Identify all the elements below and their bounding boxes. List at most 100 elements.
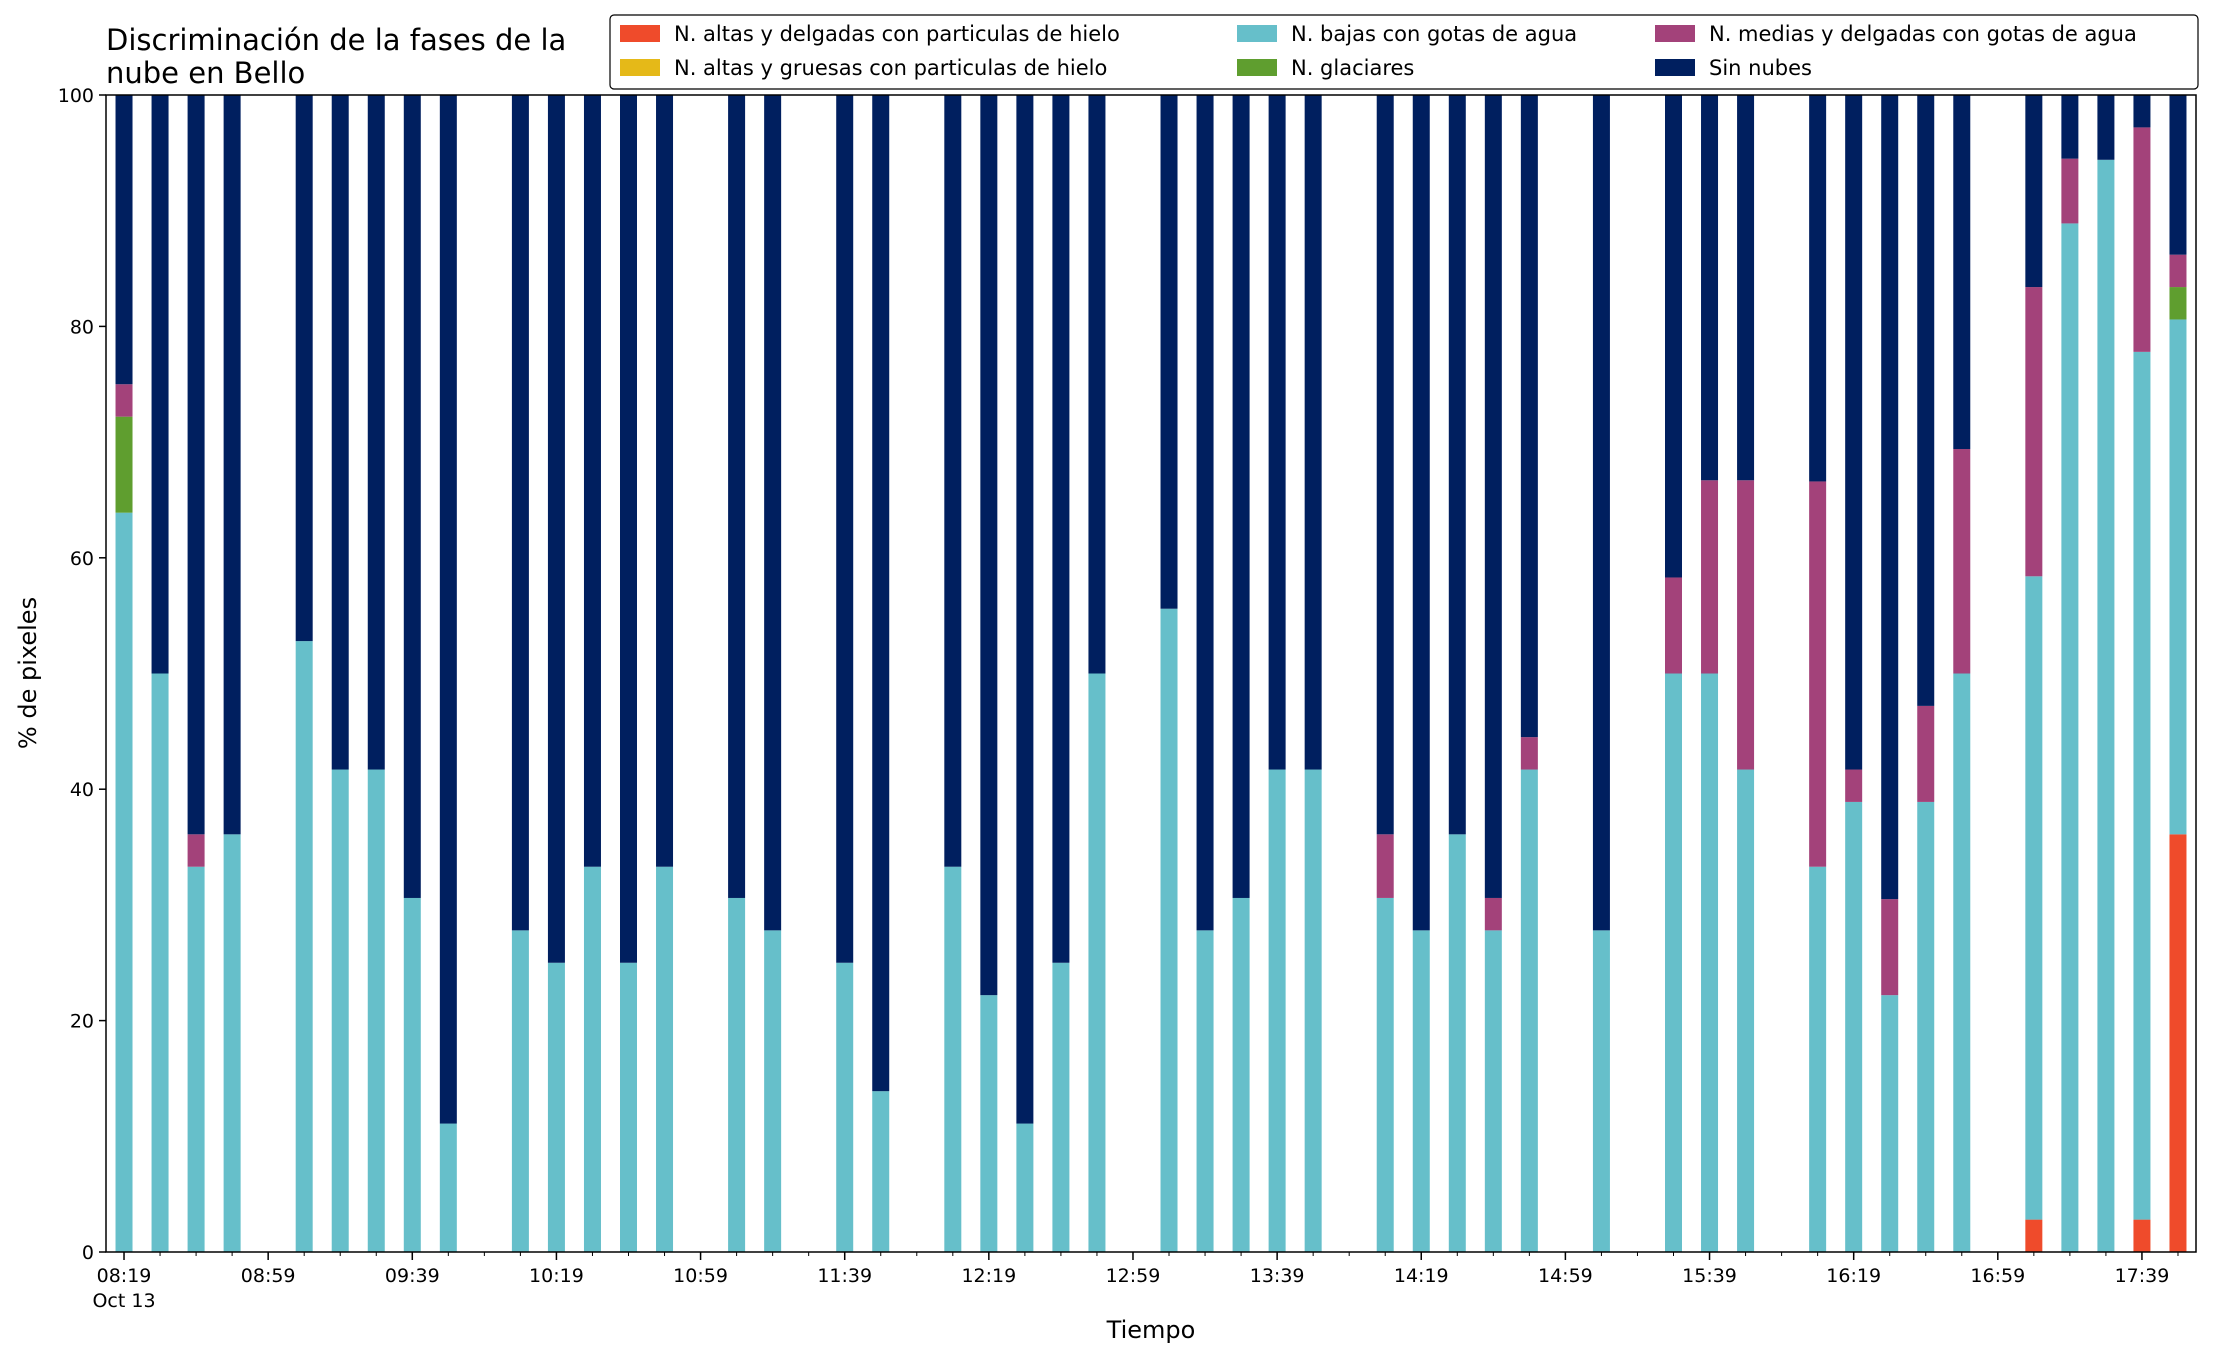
bar-segment <box>1737 95 1755 481</box>
bar-segment <box>1845 801 1863 1252</box>
bar-stack <box>1592 95 1610 1252</box>
bar-segment <box>2061 95 2079 159</box>
bar-segment <box>439 1123 457 1252</box>
bar-stack <box>511 95 529 1252</box>
bar-segment <box>620 962 637 1252</box>
bar-segment <box>1665 577 1682 674</box>
bar-stack <box>620 95 637 1252</box>
bar-segment <box>944 95 962 867</box>
bar-stack <box>1376 95 1394 1252</box>
y-tick-label: 0 <box>82 1242 94 1264</box>
legend-swatch <box>620 25 660 42</box>
bar-stack <box>1665 95 1682 1252</box>
legend-swatch <box>1655 59 1695 76</box>
bar-stack <box>836 95 854 1252</box>
bar-segment <box>1484 930 1502 1252</box>
bar-segment <box>439 95 457 1124</box>
bar-segment <box>944 866 962 1252</box>
bar-segment <box>1845 769 1863 802</box>
legend-swatch <box>1237 25 1277 42</box>
bar-stack <box>439 95 457 1252</box>
bar-segment <box>1448 834 1466 1252</box>
bar-segment <box>1809 481 1827 867</box>
x-tick-label: 16:59 <box>1970 1265 2025 1287</box>
ticks-layer: 0 20 40 60 80 100 08:19 Oct 13 08:59 09:39 10:19 10… <box>58 85 2179 1312</box>
bar-stack <box>1737 95 1755 1252</box>
bar-segment <box>367 95 385 770</box>
legend-label: N. glaciares <box>1291 56 1414 80</box>
bar-segment <box>2097 159 2115 1252</box>
bar-segment <box>1520 769 1538 1252</box>
bar-segment <box>1917 801 1935 1252</box>
x-tick-label: 16:19 <box>1826 1265 1881 1287</box>
bar-stack <box>1412 95 1430 1252</box>
bar-segment <box>403 897 421 1252</box>
bar-stack <box>367 95 385 1252</box>
bar-segment <box>1376 834 1394 898</box>
y-tick-label: 60 <box>70 548 94 570</box>
bar-segment <box>728 897 746 1252</box>
bar-stack <box>1088 95 1106 1252</box>
bar-segment <box>1304 95 1322 770</box>
bar-segment <box>1016 95 1034 1124</box>
bar-segment <box>1592 95 1610 931</box>
bar-stack <box>295 95 313 1252</box>
bar-stack <box>1520 95 1538 1252</box>
bar-segment <box>1665 95 1682 578</box>
bar-stack <box>2061 95 2079 1253</box>
bar-stack <box>872 95 890 1252</box>
bar-segment <box>1376 897 1394 1252</box>
bar-stack <box>980 95 998 1252</box>
bar-segment <box>1268 95 1286 770</box>
bar-segment <box>1701 673 1719 1252</box>
bar-segment <box>115 384 133 417</box>
bar-segment <box>764 930 782 1252</box>
bar-segment <box>2025 1219 2043 1252</box>
bar-stack <box>1845 95 1863 1252</box>
x-tick-label: 08:19 <box>97 1265 152 1287</box>
x-tick-label: 12:59 <box>1106 1265 1161 1287</box>
bar-segment <box>1304 769 1322 1252</box>
bar-stack <box>1052 95 1070 1252</box>
bar-stack <box>403 95 421 1252</box>
bar-segment <box>1953 95 1971 450</box>
bar-segment <box>1809 866 1827 1252</box>
bar-segment <box>980 95 998 996</box>
bar-segment <box>295 641 313 1252</box>
bar-stack <box>1484 95 1502 1252</box>
bar-stack <box>2025 95 2043 1252</box>
bar-segment <box>547 962 565 1252</box>
bar-segment <box>1412 95 1430 931</box>
x-tick-label: 09:39 <box>385 1265 440 1287</box>
bar-segment <box>2025 287 2043 577</box>
y-tick-label: 100 <box>58 85 94 107</box>
bar-segment <box>115 95 133 385</box>
plot-frame <box>105 94 2197 1253</box>
bar-stack <box>1016 95 1034 1252</box>
bar-segment <box>583 95 601 867</box>
bar-segment <box>656 866 674 1252</box>
legend: N. altas y delgadas con particulas de hi… <box>609 14 2199 90</box>
x-tick-label: 08:59 <box>241 1265 296 1287</box>
x-tick-label: 14:19 <box>1394 1265 1449 1287</box>
bar-segment <box>1088 95 1106 674</box>
x-tick-label: 10:19 <box>529 1265 584 1287</box>
bar-segment <box>187 95 205 835</box>
legend-swatch <box>620 59 660 76</box>
bar-segment <box>583 866 601 1252</box>
bar-segment <box>872 95 890 1092</box>
bar-segment <box>1052 962 1070 1252</box>
bar-segment <box>620 95 637 963</box>
chart-title-line-2: nube en Bello <box>106 56 305 90</box>
bar-segment <box>1917 705 1935 802</box>
bar-segment <box>980 995 998 1252</box>
bar-stack <box>1701 95 1719 1252</box>
bar-segment <box>331 769 349 1252</box>
bar-segment <box>1016 1123 1034 1252</box>
bar-segment <box>1809 95 1827 482</box>
y-tick-label: 40 <box>70 779 94 801</box>
bar-segment <box>1665 673 1682 1252</box>
bar-stack <box>1953 95 1971 1252</box>
bar-segment <box>1881 95 1899 900</box>
